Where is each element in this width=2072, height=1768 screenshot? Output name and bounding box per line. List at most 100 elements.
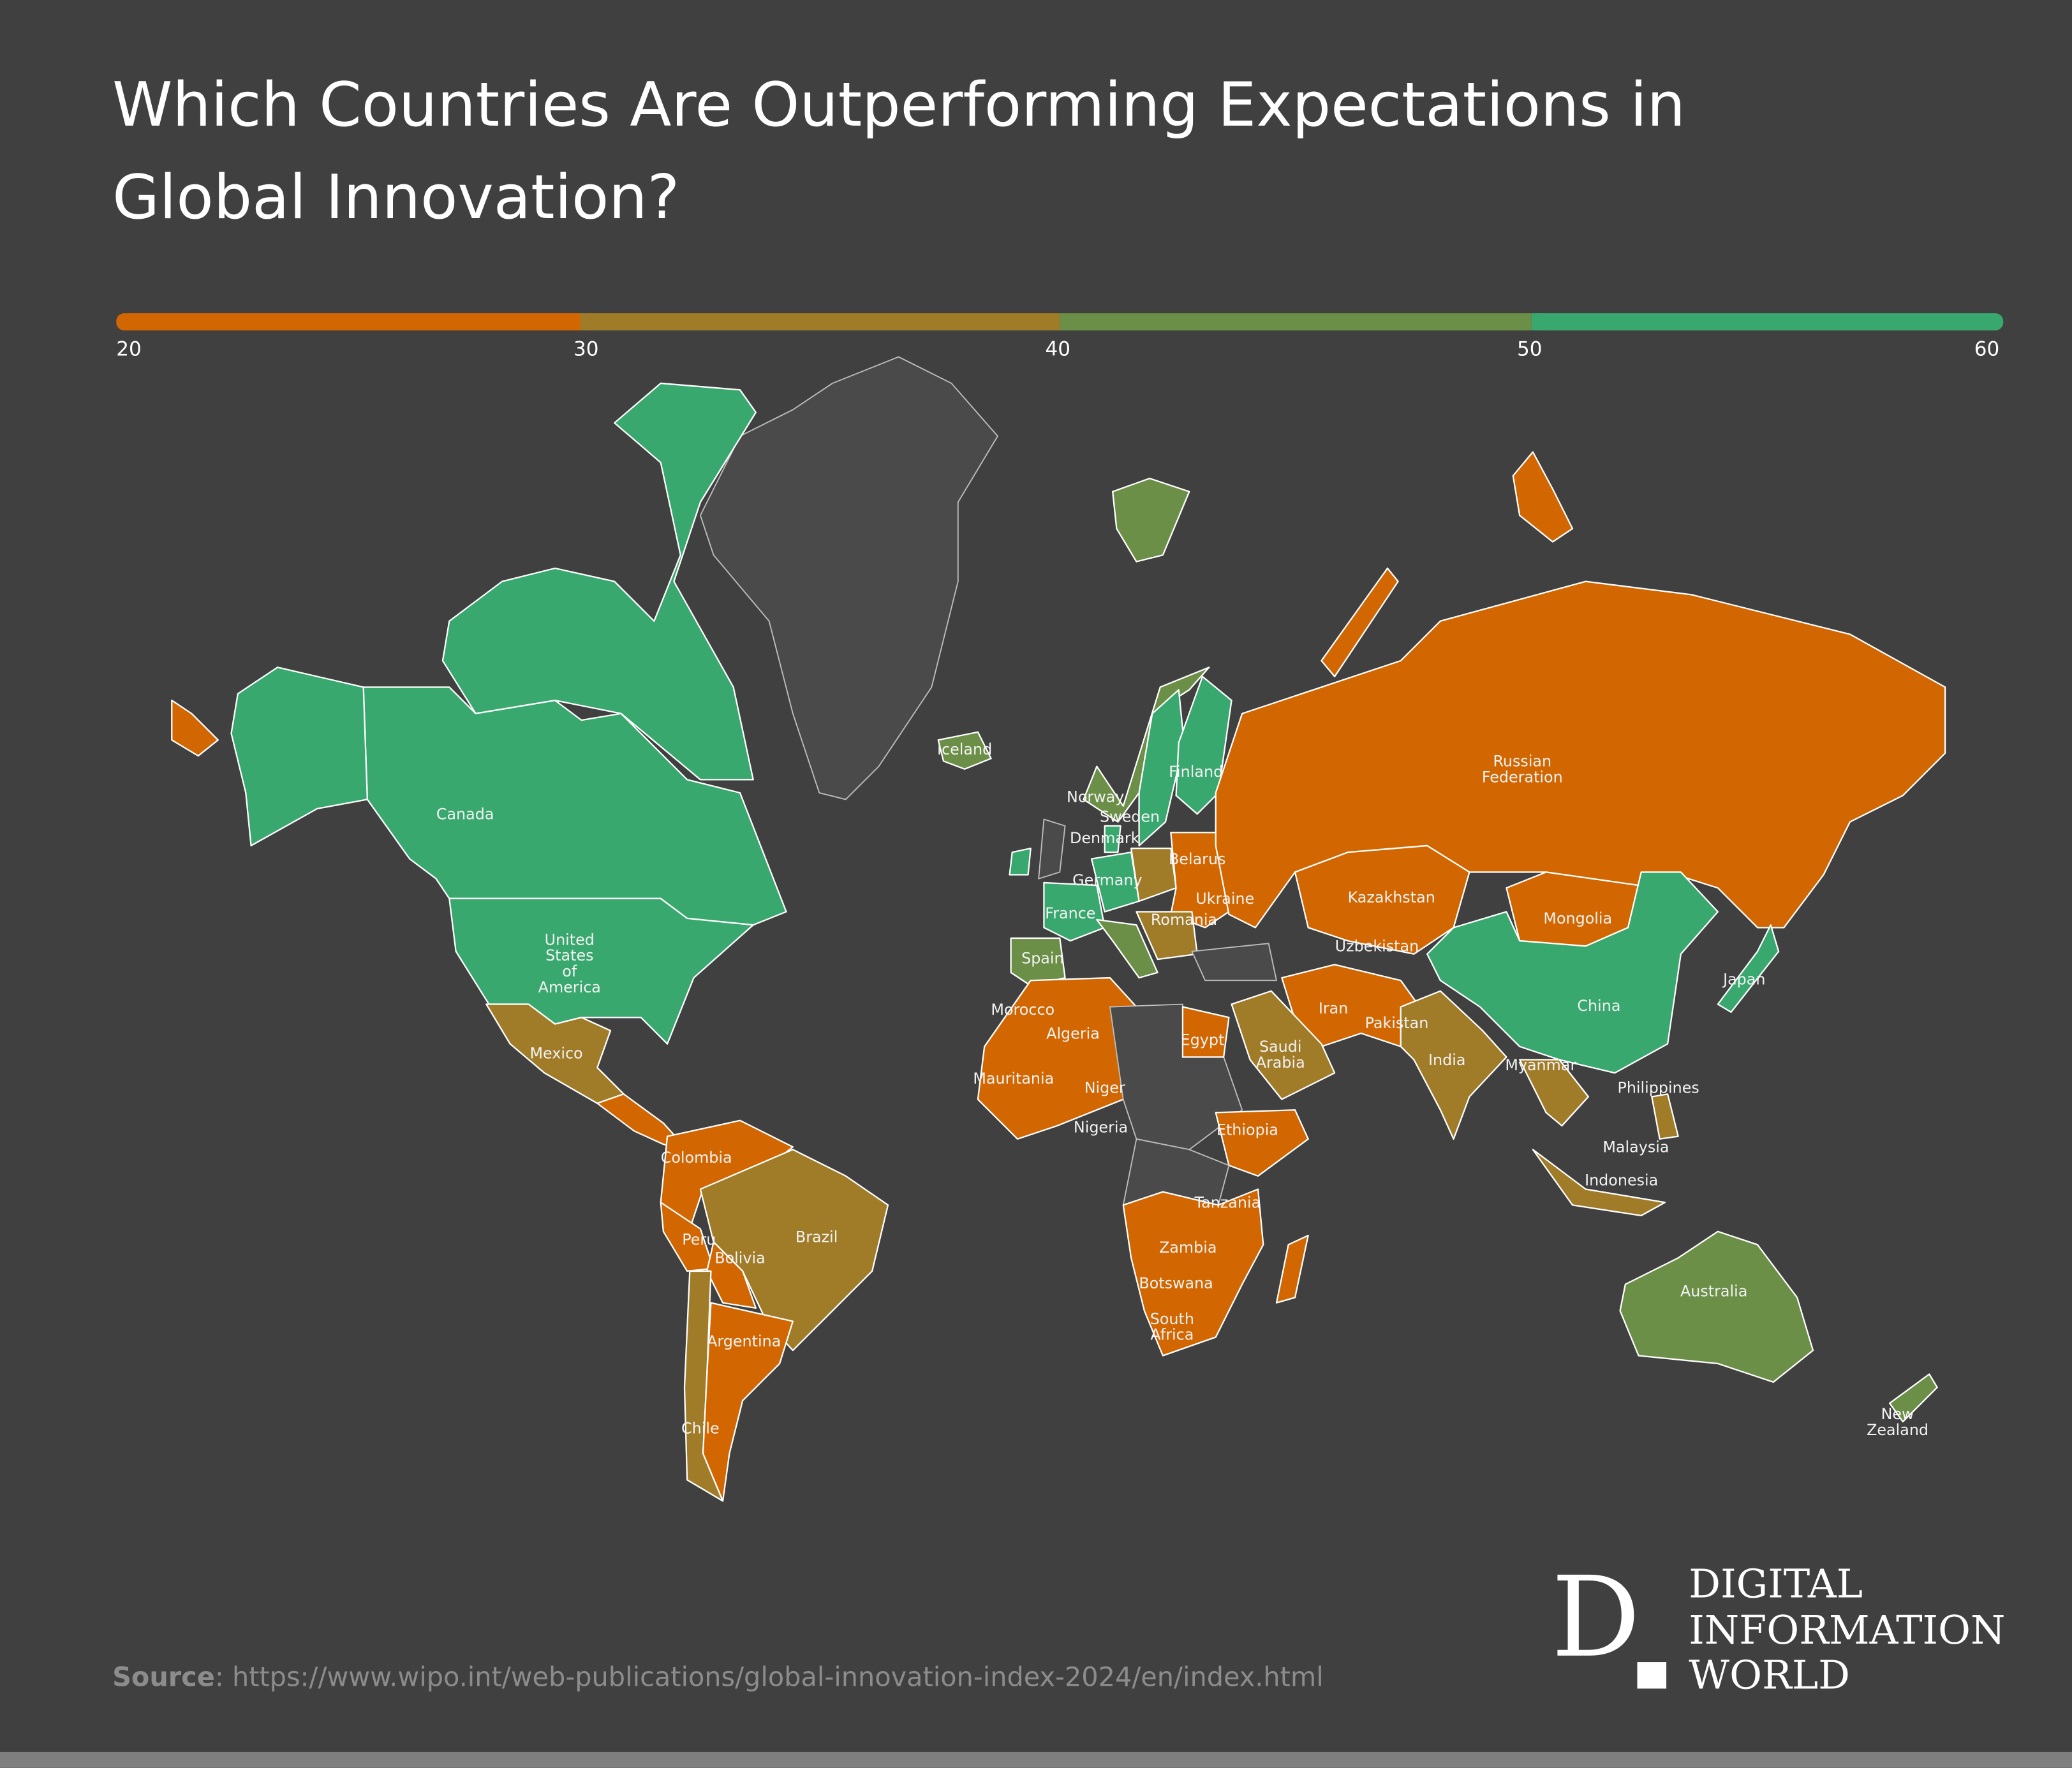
label-saudi-arabia: Saudi xyxy=(1259,1038,1302,1056)
label-usa: America xyxy=(538,978,601,996)
country-iceland xyxy=(937,731,992,770)
country-russia-east-tip xyxy=(171,699,219,757)
legend-tick-20: 20 xyxy=(116,337,142,360)
label-colombia: Colombia xyxy=(661,1149,732,1167)
logo-square xyxy=(1637,1662,1667,1689)
label-usa: of xyxy=(562,962,577,980)
country-new-zealand xyxy=(1889,1373,1938,1423)
legend-tick-50: 50 xyxy=(1517,337,1543,360)
country-svalbard xyxy=(1112,477,1190,563)
label-bolivia: Bolivia xyxy=(714,1249,765,1267)
country-france xyxy=(1043,881,1106,942)
label-kazakhstan: Kazakhstan xyxy=(1348,888,1435,906)
label-myanmar: Myanmar xyxy=(1505,1056,1576,1074)
label-algeria: Algeria xyxy=(1046,1024,1100,1042)
legend-segment-20-30 xyxy=(116,313,588,331)
label-mongolia: Mongolia xyxy=(1543,910,1612,927)
label-india: India xyxy=(1428,1051,1465,1069)
label-chile: Chile xyxy=(681,1420,720,1438)
logo-line-1: DIGITAL xyxy=(1689,1561,1863,1607)
source-label: Source xyxy=(112,1661,215,1692)
color-legend: 20 30 40 50 60 xyxy=(116,313,2004,360)
legend-tick-30: 30 xyxy=(574,337,599,360)
label-malaysia: Malaysia xyxy=(1602,1138,1669,1156)
label-nigeria: Nigeria xyxy=(1074,1118,1128,1136)
country-southeast-asia xyxy=(1519,1059,1589,1127)
legend-segment-joint xyxy=(1531,313,1545,331)
label-canada: Canada xyxy=(436,805,494,823)
country-uk xyxy=(1038,818,1066,880)
legend-segment-30-40 xyxy=(588,313,1060,331)
country-turkey xyxy=(1191,943,1277,982)
country-canada xyxy=(362,686,787,926)
label-new-zealand: New xyxy=(1881,1405,1914,1423)
country-indonesia xyxy=(1532,1149,1666,1217)
label-ethiopia: Ethiopia xyxy=(1217,1121,1278,1139)
title-line-1: Which Countries Are Outperforming Expect… xyxy=(112,70,1685,140)
label-sweden: Sweden xyxy=(1100,808,1160,826)
label-ukraine: Ukraine xyxy=(1195,890,1254,908)
label-uzbekistan: Uzbekistan xyxy=(1335,938,1419,955)
label-russia: Federation xyxy=(1482,768,1563,786)
country-bolivia xyxy=(706,1241,757,1309)
label-australia: Australia xyxy=(1680,1282,1747,1300)
country-novaya-zemlya xyxy=(1321,567,1399,677)
country-southern-africa xyxy=(1122,1188,1264,1357)
country-ethiopia xyxy=(1215,1109,1309,1177)
country-china xyxy=(1426,871,1719,1074)
country-mexico xyxy=(485,1003,625,1104)
label-south-africa: Africa xyxy=(1150,1326,1194,1344)
label-botswana: Botswana xyxy=(1139,1274,1213,1292)
label-indonesia: Indonesia xyxy=(1585,1171,1658,1189)
label-mauritania: Mauritania xyxy=(973,1070,1054,1087)
label-france: France xyxy=(1045,904,1095,922)
country-egypt xyxy=(1181,1006,1230,1058)
label-egypt: Egypt xyxy=(1181,1031,1225,1049)
label-mexico: Mexico xyxy=(529,1044,582,1062)
country-denmark xyxy=(1104,825,1121,853)
legend-segment-50-60 xyxy=(1531,313,2004,331)
legend-tick-40: 40 xyxy=(1046,337,1071,360)
country-peru xyxy=(660,1202,714,1272)
label-tanzania: Tanzania xyxy=(1194,1194,1261,1212)
label-iran: Iran xyxy=(1319,999,1349,1017)
label-philippines: Philippines xyxy=(1617,1079,1699,1096)
country-usa-alaska xyxy=(230,667,368,847)
label-saudi-arabia: Arabia xyxy=(1256,1054,1305,1072)
source-line: Source: https://www.wipo.int/web-publica… xyxy=(112,1661,1324,1692)
label-japan: Japan xyxy=(1722,970,1765,988)
label-niger: Niger xyxy=(1084,1079,1125,1096)
label-peru: Peru xyxy=(682,1231,716,1249)
country-labels: Canada United States of America Mexico C… xyxy=(436,740,1928,1439)
legend-segment-40-50 xyxy=(1060,313,1532,331)
label-norway: Norway xyxy=(1067,788,1124,806)
label-usa: United xyxy=(545,931,595,948)
country-canada-arctic xyxy=(441,382,757,781)
country-philippines xyxy=(1651,1093,1679,1140)
label-south-africa: South xyxy=(1150,1310,1194,1328)
logo-line-2: INFORMATION xyxy=(1689,1607,2005,1653)
label-brazil: Brazil xyxy=(796,1228,838,1246)
country-italy xyxy=(1096,918,1158,979)
country-madagascar xyxy=(1275,1234,1309,1304)
label-germany: Germany xyxy=(1072,871,1142,889)
country-severnaya xyxy=(1512,451,1574,543)
label-spain: Spain xyxy=(1021,949,1064,967)
label-romania: Romania xyxy=(1151,911,1217,929)
source-url[interactable]: : https://www.wipo.int/web-publications/… xyxy=(215,1661,1324,1692)
label-china: China xyxy=(1577,997,1620,1015)
label-usa: States xyxy=(545,947,593,964)
country-saudi-arabia xyxy=(1231,990,1336,1100)
country-ireland xyxy=(1009,847,1032,876)
country-greenland xyxy=(699,356,998,800)
label-pakistan: Pakistan xyxy=(1365,1014,1429,1032)
logo-mark: D xyxy=(1551,1553,1641,1683)
label-zambia: Zambia xyxy=(1159,1239,1217,1256)
logo-line-3: WORLD xyxy=(1689,1652,1850,1698)
country-india xyxy=(1400,990,1507,1140)
country-japan xyxy=(1717,924,1780,1013)
label-iceland: Iceland xyxy=(937,740,992,758)
country-australia xyxy=(1619,1230,1814,1383)
title-line-2: Global Innovation? xyxy=(112,163,679,233)
